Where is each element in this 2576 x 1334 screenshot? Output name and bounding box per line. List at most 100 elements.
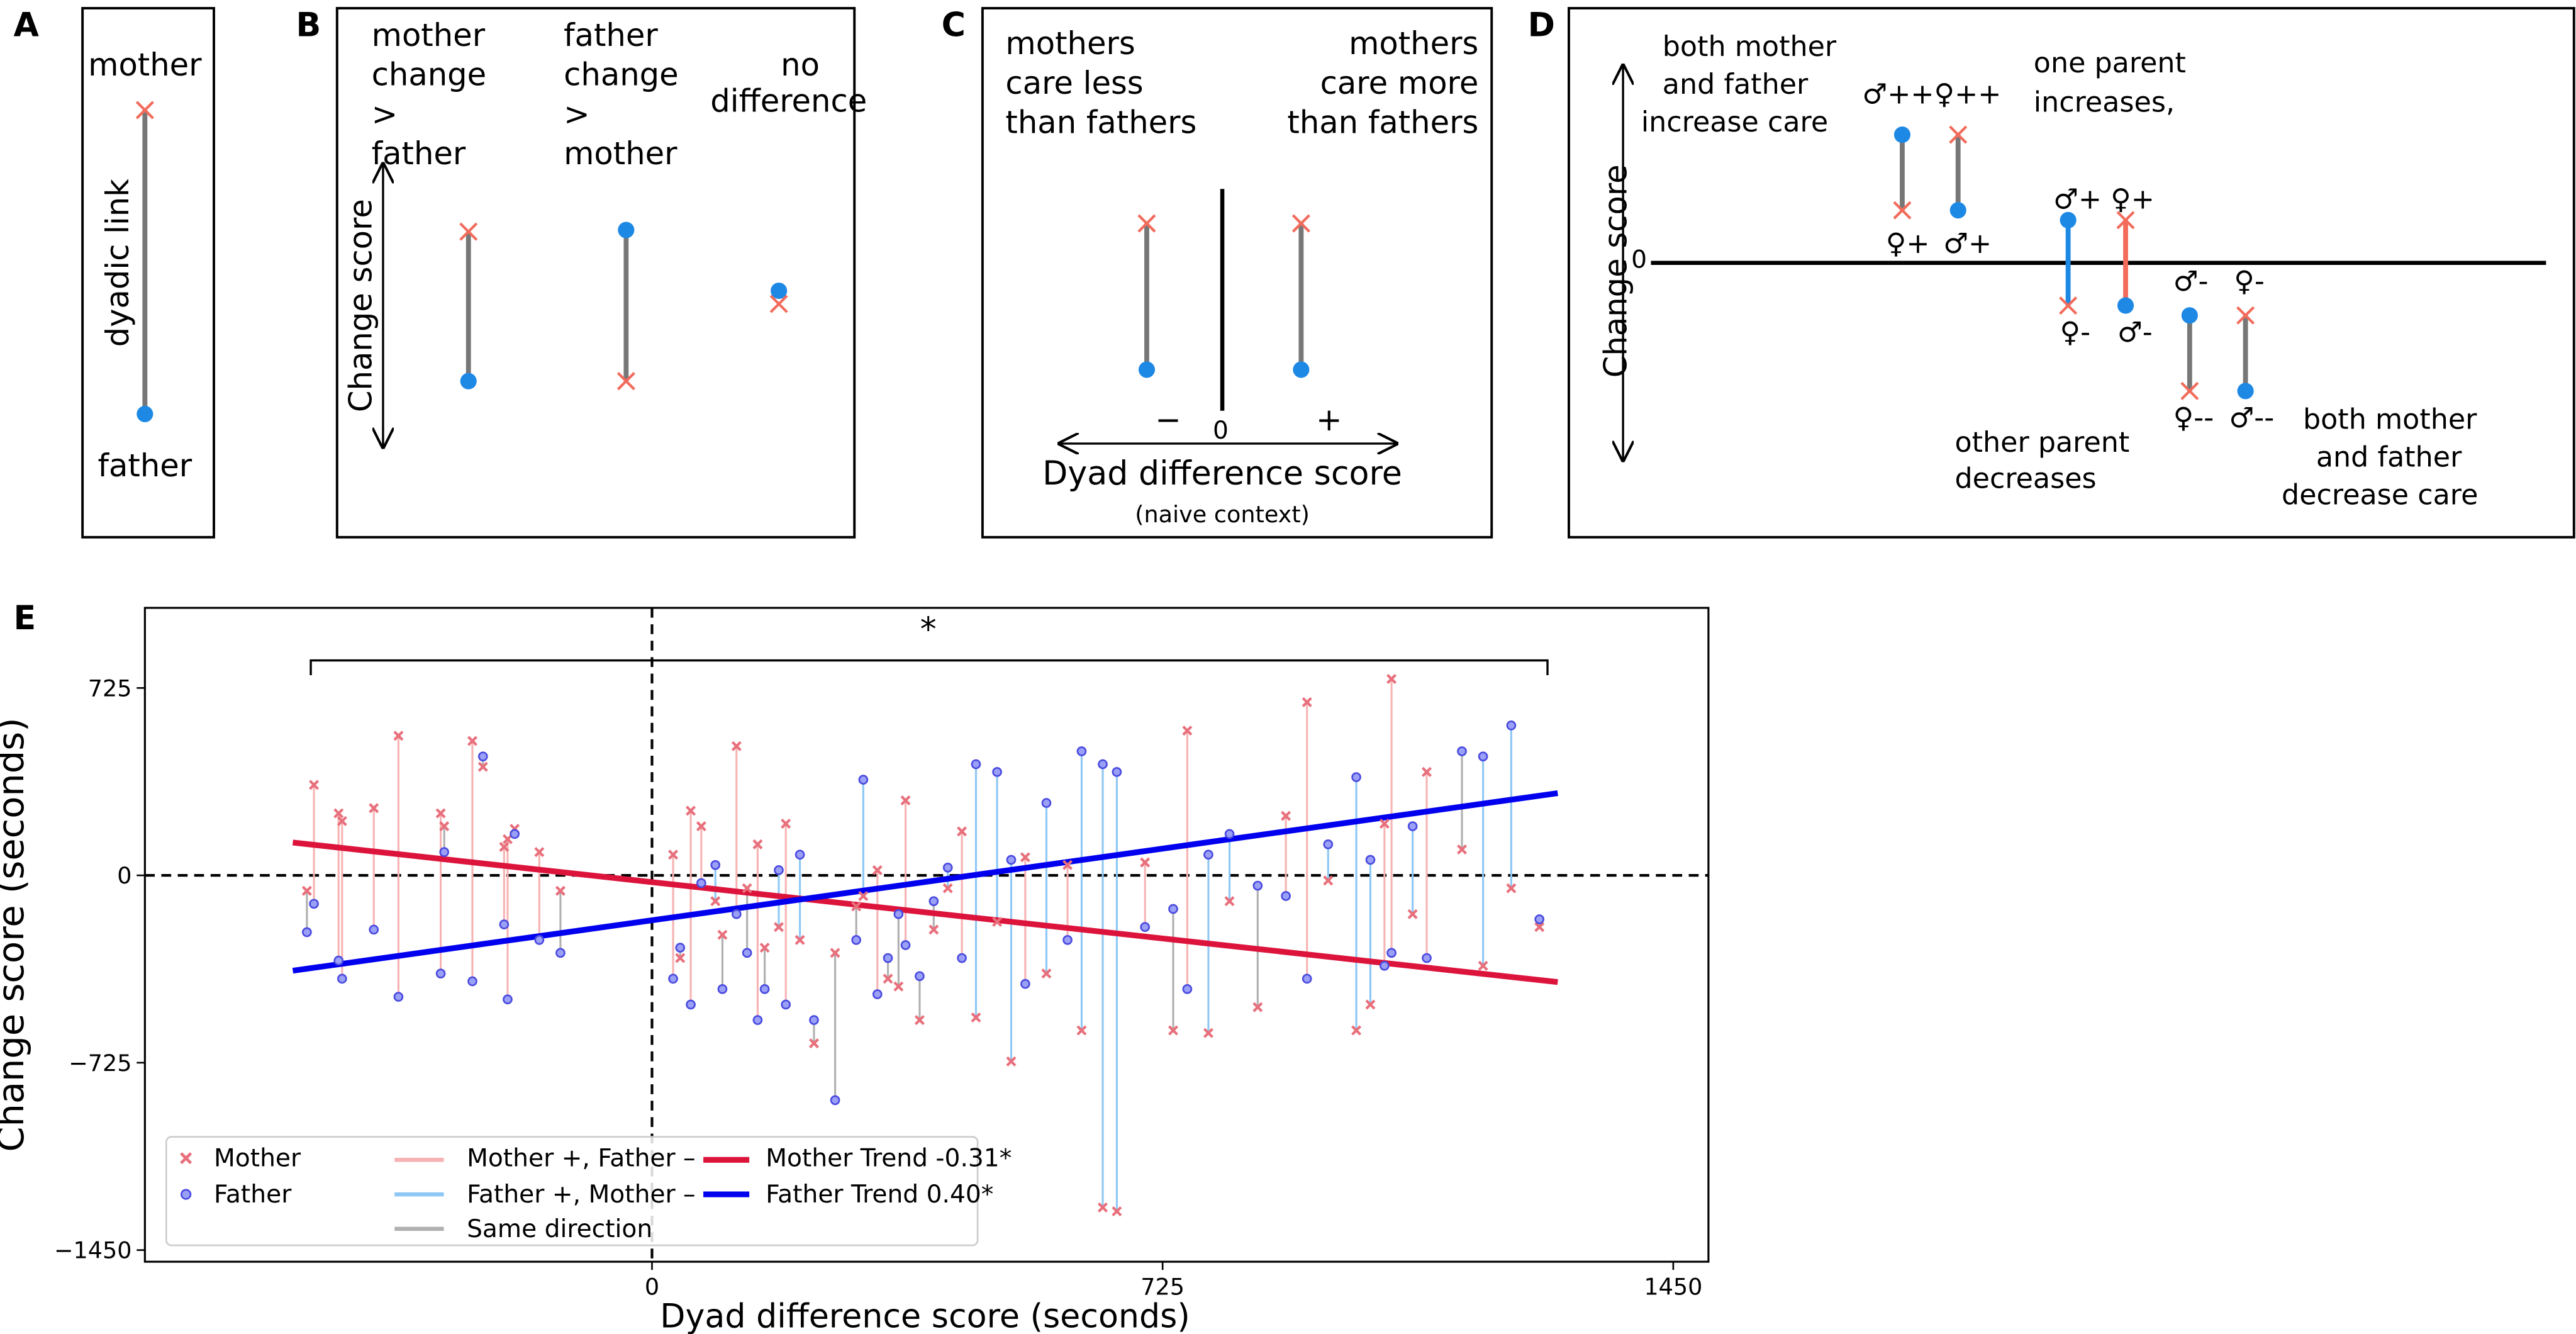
text-line: no [781,47,820,83]
mother-point [883,973,893,984]
mother-point [435,808,446,819]
father-point [333,955,344,966]
legend-entry: Mother [214,1145,301,1173]
father-point [302,927,312,938]
father-point [477,751,488,762]
father-point [1041,798,1052,808]
change-score-label: Change score [1597,164,1634,378]
example-dyads [1137,214,1310,378]
mother-point [1323,875,1334,886]
father-point [1534,914,1545,924]
mother-point [710,896,721,907]
mother-point [851,901,862,912]
mother-point [337,816,347,826]
change-score-label: Change score [343,199,379,412]
father-point [1006,855,1017,865]
mother-point [1203,1028,1213,1038]
mother-point [1534,922,1545,933]
symbol-label: ♀- [2060,317,2091,349]
father-point [435,968,446,979]
father-point [1380,961,1390,971]
mother-point [499,841,510,852]
legend-entry: Mother +, Father – [467,1145,696,1173]
father-point [499,919,510,929]
text-line: decreases [1954,462,2096,495]
text-line: father [564,17,658,53]
father-point [675,943,686,953]
father-point [1203,849,1213,860]
panel-label: C [942,6,966,44]
father-point [1020,978,1030,989]
minus-label: − [1155,401,1181,438]
example-dyads [459,221,788,391]
mother-point [795,934,805,945]
father-point [1281,891,1291,901]
mother-point [1422,766,1432,777]
symbol-label: ♂+ ♀+ [2053,184,2155,216]
symbol-label: ♂- [2117,317,2153,349]
text-line: than fathers [1287,104,1478,140]
panel-frame [335,7,856,539]
panel-frame [981,7,1493,539]
father-point [795,849,805,860]
mother-point [1062,860,1073,870]
mother-point [992,917,1003,928]
father-point [1478,751,1488,762]
panel-frame [1567,7,2575,539]
father-point [717,984,728,994]
mother-point [900,795,911,805]
mother-point [1020,852,1030,863]
mother-point [393,731,404,741]
mother-point [1168,1025,1178,1036]
mother-point [1506,883,1517,894]
x-tick-label: 1450 [1644,1273,1702,1300]
mother-point [759,943,770,953]
mother-point [333,808,344,819]
mother-point [1407,909,1418,919]
mother-marker [135,101,154,120]
father-point [393,992,404,1002]
mother-point [731,741,742,751]
mother-point [301,885,312,896]
panel-a: A mother dyadic link father [13,6,215,539]
mother-point [477,761,488,772]
y-tick-label: 725 [88,675,132,702]
father-point [1506,720,1517,731]
text-line: change [564,57,679,93]
father-marker-icon [181,1189,192,1200]
father-point [781,999,791,1010]
legend-entry: Mother Trend -0.31* [766,1145,1012,1173]
text-line: care more [1320,65,1479,101]
mother-point [1252,1002,1263,1012]
father-point [439,847,450,857]
mother-point [1281,810,1291,821]
mother-point [781,818,791,829]
mother-point [752,839,763,849]
legend-entry: Same direction [467,1215,652,1243]
father-point [710,860,721,870]
mother-point [1302,697,1312,707]
father-point [668,973,678,984]
father-point [1422,953,1432,963]
zero-label: 0 [1213,417,1229,445]
father-point [752,1015,763,1025]
text-line: mothers [1005,25,1135,62]
mother-point [1457,844,1468,855]
x-axis-label: Dyad difference score [1042,455,1402,493]
text-line: difference [710,83,867,120]
father-label: father [98,447,192,484]
father-point [883,953,893,963]
father-point [503,994,513,1005]
data-points [301,673,1545,1217]
y-tick-label: −725 [69,1050,131,1077]
father-point [1323,839,1334,849]
father-point [1140,922,1151,933]
father-point [1407,821,1418,831]
y-axis-label: Change score (seconds) [0,717,32,1152]
father-point [337,973,347,984]
text-line: change [372,57,487,93]
mother-point [1224,896,1235,907]
text-line: one parent [2034,47,2186,79]
y-tick-label: 0 [117,862,131,889]
mother-marker-icon [180,1152,192,1165]
